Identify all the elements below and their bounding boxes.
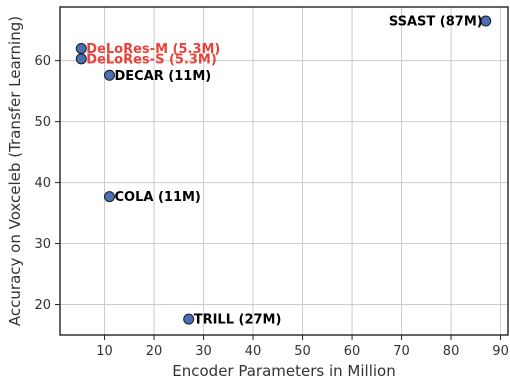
x-tick-label: 70	[393, 344, 410, 359]
x-tick-label: 80	[443, 344, 460, 359]
x-tick-label: 30	[195, 344, 212, 359]
data-point	[104, 191, 116, 203]
x-tick-label: 60	[344, 344, 361, 359]
point-label: TRILL (27M)	[194, 313, 282, 328]
point-label: DeLoRes-S (5.3M)	[86, 52, 217, 67]
x-tick-label: 90	[492, 344, 509, 359]
y-tick-label: 50	[34, 115, 51, 130]
x-tick-label: 10	[96, 344, 113, 359]
data-points	[75, 15, 492, 325]
x-tick-label: 50	[294, 344, 311, 359]
y-tick-label: 20	[34, 298, 51, 313]
point-label: COLA (11M)	[115, 190, 201, 205]
data-point	[480, 15, 492, 27]
plot-frame	[59, 6, 509, 336]
x-axis-title: Encoder Parameters in Million	[172, 362, 395, 380]
point-labels: SSAST (87M) DeLoRes-M (5.3M)DeLoRes-S (5.…	[86, 15, 482, 328]
y-tick-label: 60	[34, 54, 51, 69]
grid-lines	[60, 7, 508, 335]
point-label: SSAST (87M)	[389, 15, 483, 30]
data-point	[104, 69, 116, 81]
data-point	[183, 313, 195, 325]
point-label: DeLoRes-M (5.3M)	[86, 42, 220, 57]
data-point	[75, 53, 87, 65]
y-axis-title: Accuracy on Voxceleb (Transfer Learning)	[6, 16, 24, 326]
y-tick-label: 40	[34, 176, 51, 191]
axis-ticks: 10 20 30 40 50 60 70 80 90 20 30 40 50 60	[34, 54, 508, 359]
x-tick-label: 40	[245, 344, 262, 359]
y-tick-label: 30	[34, 237, 51, 252]
point-label: DECAR (11M)	[115, 69, 212, 84]
x-tick-label: 20	[146, 344, 163, 359]
data-point	[75, 42, 87, 54]
